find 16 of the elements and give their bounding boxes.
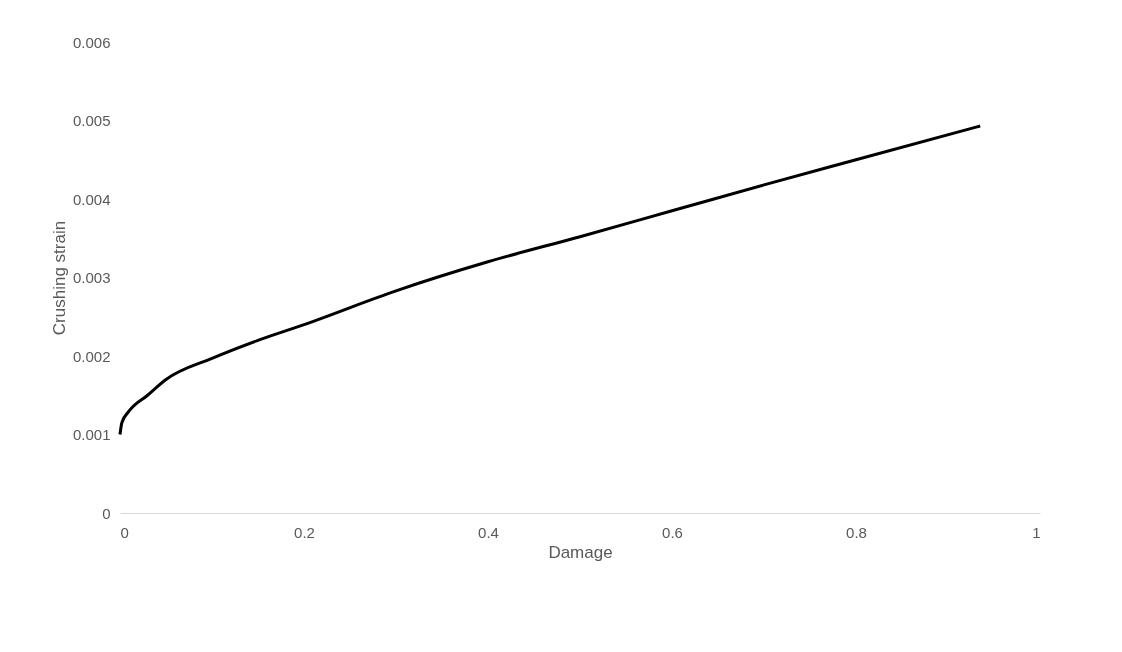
x-tick-label: 0.2 [294, 523, 315, 541]
y-tick-label: 0.005 [72, 112, 111, 129]
y-axis-title: Crushing strain [49, 220, 69, 336]
y-tick-label: 0 [102, 504, 111, 522]
x-tick-label: 1 [1032, 523, 1041, 541]
x-tick-label: 0.4 [478, 523, 499, 541]
line-series [118, 124, 982, 436]
y-tick-label: 0.001 [72, 426, 111, 443]
x-tick-label: 0.6 [662, 523, 683, 541]
y-tick-label: 0.002 [72, 347, 111, 365]
x-tick-label: 0 [120, 523, 129, 541]
x-tick-label: 0.8 [846, 523, 867, 541]
y-tick-label: 0.006 [72, 33, 111, 51]
y-tick-label: 0.003 [72, 269, 111, 286]
y-tick-label: 0.004 [72, 190, 111, 208]
x-axis-title: Damage [548, 542, 613, 562]
